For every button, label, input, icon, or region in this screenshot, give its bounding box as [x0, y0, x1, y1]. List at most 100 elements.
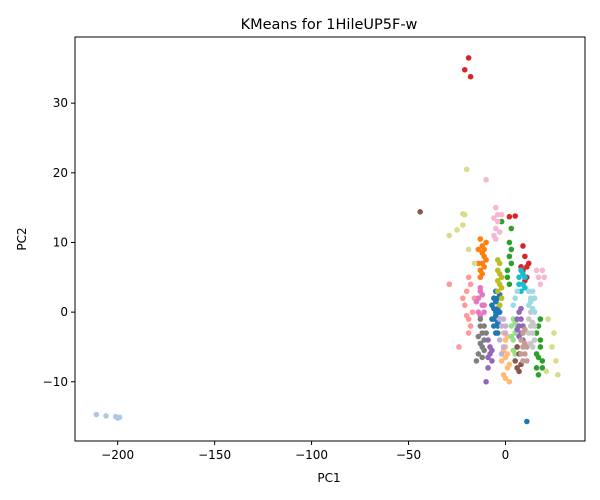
data-point — [496, 302, 503, 308]
data-point — [535, 354, 542, 361]
data-point — [518, 351, 524, 357]
data-point — [496, 271, 503, 277]
data-point — [496, 309, 503, 315]
x-tick-label: −150 — [198, 448, 231, 462]
data-point — [494, 218, 501, 225]
data-point — [535, 274, 542, 281]
data-point — [524, 358, 530, 364]
data-point — [494, 288, 501, 295]
data-point — [465, 246, 472, 253]
data-point — [498, 218, 505, 225]
data-point — [512, 295, 518, 302]
data-point — [518, 288, 524, 295]
data-point — [527, 298, 534, 305]
data-point — [506, 281, 513, 288]
data-point — [479, 291, 486, 298]
y-tick-label: 30 — [53, 96, 68, 110]
data-point — [506, 253, 513, 260]
data-point — [522, 351, 528, 357]
data-point — [539, 365, 546, 371]
data-point — [471, 260, 478, 267]
y-tick-label: 0 — [60, 305, 68, 319]
data-point — [493, 204, 499, 211]
data-point — [481, 337, 487, 343]
data-point — [479, 271, 486, 277]
data-point — [477, 323, 484, 329]
data-point — [498, 211, 505, 218]
data-point — [483, 239, 489, 246]
data-point — [506, 239, 513, 246]
data-point — [506, 361, 513, 368]
data-point — [529, 305, 536, 312]
points-layer — [93, 55, 561, 425]
data-point — [498, 358, 505, 364]
data-point — [508, 333, 515, 340]
data-point — [496, 316, 503, 322]
data-point — [498, 295, 505, 302]
data-point — [510, 347, 517, 354]
data-point — [485, 354, 491, 361]
data-point — [514, 344, 520, 350]
data-point — [489, 316, 495, 322]
data-point — [494, 277, 501, 284]
data-point — [446, 281, 453, 288]
data-point — [500, 344, 507, 350]
data-point — [531, 337, 538, 343]
data-point — [500, 316, 507, 322]
data-point — [493, 225, 499, 232]
data-point — [481, 302, 487, 308]
data-point — [502, 375, 509, 382]
data-point — [483, 176, 489, 183]
data-point — [469, 309, 476, 315]
y-axis: −10 0 10 20 30 — [43, 96, 75, 389]
data-point — [477, 284, 484, 291]
data-point — [481, 347, 487, 354]
data-point — [518, 337, 524, 343]
data-point — [463, 312, 470, 319]
data-point — [446, 232, 453, 239]
data-point — [481, 309, 487, 315]
chart-title: KMeans for 1HileUP5F-w — [241, 17, 418, 33]
data-point — [465, 274, 472, 281]
data-point — [465, 55, 472, 61]
data-point — [529, 330, 536, 336]
data-point — [508, 246, 515, 253]
data-point — [475, 309, 482, 315]
data-point — [525, 330, 532, 336]
data-point — [491, 323, 497, 329]
data-point — [529, 288, 536, 295]
data-point — [504, 274, 511, 281]
data-point — [483, 257, 489, 263]
data-point — [475, 260, 482, 267]
data-point — [555, 372, 561, 378]
data-point — [551, 330, 557, 336]
data-point — [537, 316, 544, 322]
data-point — [475, 333, 482, 340]
data-point — [460, 222, 466, 228]
data-point — [506, 378, 513, 385]
data-point — [525, 288, 532, 295]
data-point — [537, 281, 544, 288]
data-point — [477, 340, 484, 347]
data-point — [533, 365, 540, 371]
data-point — [531, 295, 538, 302]
data-point — [461, 302, 468, 308]
y-axis-label: PC2 — [15, 227, 29, 250]
data-point — [524, 418, 530, 425]
data-point — [520, 243, 526, 249]
data-point — [473, 298, 480, 305]
data-point — [491, 305, 497, 312]
data-point — [549, 344, 555, 350]
data-point — [498, 351, 505, 357]
data-point — [531, 323, 538, 329]
data-point — [481, 264, 487, 270]
data-point — [524, 264, 530, 270]
data-point — [524, 344, 530, 350]
data-point — [520, 358, 526, 364]
data-point — [485, 337, 491, 343]
data-point — [103, 413, 109, 419]
data-point — [516, 368, 522, 375]
data-point — [479, 330, 486, 336]
data-point — [514, 316, 520, 322]
data-point — [539, 358, 546, 364]
